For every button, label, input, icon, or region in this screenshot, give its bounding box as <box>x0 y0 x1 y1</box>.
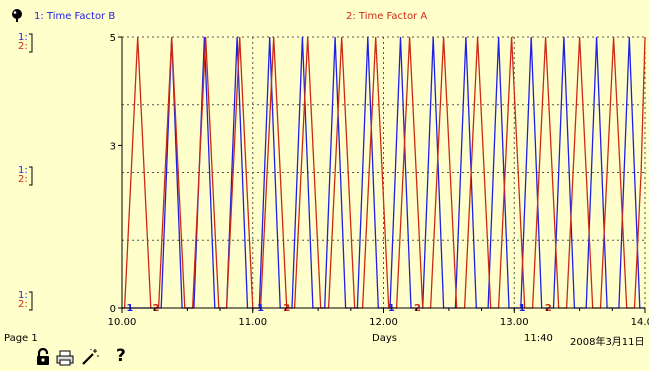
print-icon[interactable] <box>56 350 74 366</box>
scale-label-mid-s1: 1: <box>18 165 28 176</box>
y-tick-label: 5 <box>110 33 116 44</box>
axes: 10.00 11.00 12.00 13.00 14.00 0 3 5 <box>108 33 649 328</box>
x-tick-label: 13.00 <box>500 317 529 328</box>
scale-label-top-s2: 2: <box>18 41 28 52</box>
legend-series1: 1: Time Factor B <box>34 11 116 22</box>
legend: 1: Time Factor B 2: Time Factor A <box>0 6 649 28</box>
magic-wand-icon[interactable] <box>80 348 100 366</box>
grid <box>122 36 646 308</box>
x-axis-title: Days <box>372 333 397 344</box>
x-tick-label: 10.00 <box>108 317 137 328</box>
x-tick-label: 11.00 <box>238 317 267 328</box>
pin-icon[interactable] <box>10 8 24 22</box>
page-label[interactable]: Page 1 <box>4 333 38 344</box>
x-tick-label: 12.00 <box>369 317 398 328</box>
y-tick-label: 0 <box>110 304 116 315</box>
date-label: 2008年3月11日 <box>570 337 645 348</box>
x-tick-label: 14.00 <box>631 317 649 328</box>
help-icon[interactable]: ? <box>116 346 126 366</box>
time-label: 11:40 <box>524 333 553 344</box>
scale-label-bottom-s1: 1: <box>18 290 28 301</box>
lock-icon[interactable] <box>36 348 50 366</box>
series-line-1 <box>122 36 645 309</box>
scale-label-bottom-s2: 2: <box>18 299 28 310</box>
legend-series2: 2: Time Factor A <box>346 11 428 22</box>
scale-brackets <box>29 33 33 311</box>
scale-label-mid-s2: 2: <box>18 174 28 185</box>
scale-label-top-s1: 1: <box>18 32 28 43</box>
y-tick-label: 3 <box>110 141 116 152</box>
